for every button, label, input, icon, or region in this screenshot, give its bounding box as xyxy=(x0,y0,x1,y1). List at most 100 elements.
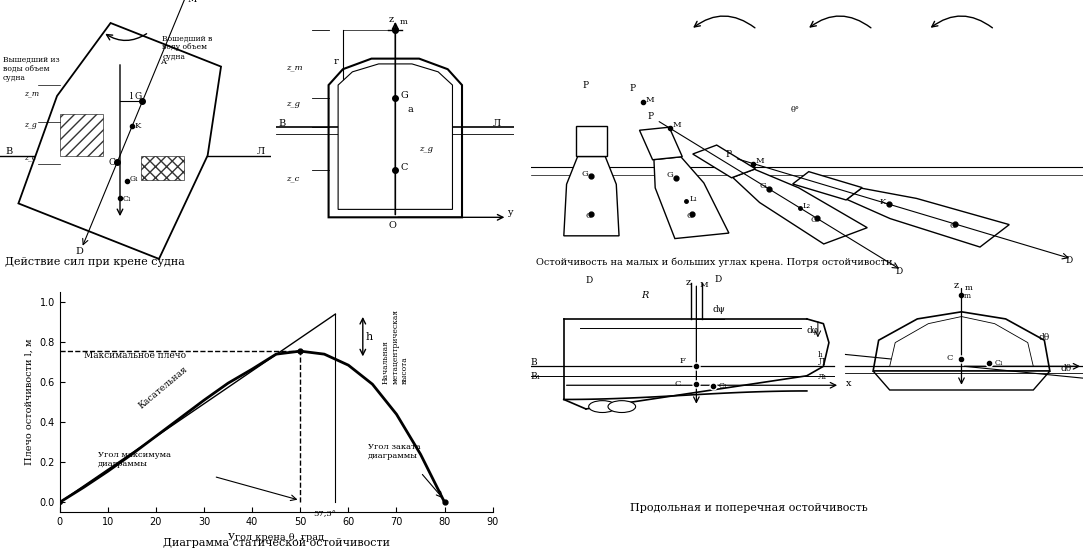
Text: C: C xyxy=(675,380,680,388)
Text: В: В xyxy=(531,358,537,367)
Text: Вышедший из
воды объем
судна: Вышедший из воды объем судна xyxy=(2,56,60,82)
Text: Угол заката
диаграммы: Угол заката диаграммы xyxy=(367,443,420,460)
Text: Диаграмма статической остойчивости: Диаграмма статической остойчивости xyxy=(162,538,390,548)
Text: Л: Л xyxy=(257,147,265,156)
Text: Угол максимума
диаграммы: Угол максимума диаграммы xyxy=(99,451,171,468)
Text: K: K xyxy=(135,122,142,131)
Text: r: r xyxy=(334,57,338,66)
Circle shape xyxy=(589,401,616,413)
Text: Л: Л xyxy=(493,119,501,128)
Text: M: M xyxy=(700,281,708,289)
Text: Касательная: Касательная xyxy=(136,364,188,410)
Text: z: z xyxy=(953,281,958,290)
Text: D: D xyxy=(585,277,592,285)
Text: z_g: z_g xyxy=(419,145,433,153)
Polygon shape xyxy=(18,23,221,259)
Text: M: M xyxy=(673,121,681,129)
Text: θ°: θ° xyxy=(791,106,799,114)
Text: Начальная
метацентрическая
высота: Начальная метацентрическая высота xyxy=(382,309,408,383)
Text: C₁: C₁ xyxy=(994,359,1003,367)
Text: z_c: z_c xyxy=(286,174,299,182)
Text: l: l xyxy=(130,91,133,100)
Text: m: m xyxy=(964,291,971,300)
Text: x: x xyxy=(846,380,851,388)
Circle shape xyxy=(608,401,636,413)
Text: dφ: dφ xyxy=(807,326,819,335)
Text: В₁: В₁ xyxy=(531,372,540,381)
Text: M: M xyxy=(756,156,765,165)
Text: M: M xyxy=(187,0,196,4)
Polygon shape xyxy=(732,169,867,244)
Text: L₂: L₂ xyxy=(803,202,810,210)
Text: C: C xyxy=(811,217,818,224)
Polygon shape xyxy=(564,156,619,236)
Text: dθ: dθ xyxy=(1039,333,1051,342)
Text: G: G xyxy=(582,170,588,177)
Text: В: В xyxy=(278,119,286,128)
Text: G: G xyxy=(134,91,142,100)
Text: Л: Л xyxy=(818,358,825,367)
Text: K: K xyxy=(879,197,886,206)
Polygon shape xyxy=(890,316,1033,366)
Text: P: P xyxy=(726,150,732,159)
X-axis label: Угол крена θ, град: Угол крена θ, град xyxy=(229,533,324,542)
Polygon shape xyxy=(338,64,453,209)
Polygon shape xyxy=(576,126,606,156)
Text: Л₁: Л₁ xyxy=(818,374,827,381)
Text: Действие сил при крене судна: Действие сил при крене судна xyxy=(5,257,185,267)
Text: C: C xyxy=(400,163,407,172)
Text: dθ: dθ xyxy=(1061,364,1072,373)
Text: P: P xyxy=(648,112,654,121)
Text: G: G xyxy=(400,91,408,100)
Polygon shape xyxy=(693,145,756,178)
Text: a: a xyxy=(407,105,413,114)
Text: C₁: C₁ xyxy=(122,195,131,203)
Text: P: P xyxy=(583,80,589,90)
Text: Остойчивость на малых и больших углах крена. Потря остойчивости.: Остойчивость на малых и больших углах кр… xyxy=(536,257,896,267)
Text: Максимальное плечо: Максимальное плечо xyxy=(83,351,186,360)
Text: l₁: l₁ xyxy=(818,351,824,359)
Text: C: C xyxy=(950,222,955,230)
Text: D: D xyxy=(715,276,721,284)
Text: G₁: G₁ xyxy=(130,175,139,183)
Text: z_c: z_c xyxy=(24,153,37,161)
Text: P: P xyxy=(629,84,636,93)
Text: z: z xyxy=(686,278,691,287)
Text: Вошедший в
воду объем
судна: Вошедший в воду объем судна xyxy=(162,34,213,61)
Text: A: A xyxy=(160,58,167,67)
Text: C: C xyxy=(109,158,116,167)
Text: В: В xyxy=(5,147,13,156)
Text: z: z xyxy=(388,14,393,24)
Text: z_g: z_g xyxy=(286,100,300,108)
Text: 57,3°: 57,3° xyxy=(313,510,336,518)
Y-axis label: Плечо остойчивости l, м: Плечо остойчивости l, м xyxy=(25,339,34,466)
Text: z_g: z_g xyxy=(24,121,37,129)
Text: dψ: dψ xyxy=(713,305,726,314)
Polygon shape xyxy=(328,58,462,217)
Text: z_m: z_m xyxy=(286,63,302,71)
Text: h: h xyxy=(365,332,373,342)
Polygon shape xyxy=(793,172,862,200)
Text: C: C xyxy=(947,354,953,363)
Polygon shape xyxy=(873,371,1049,390)
Text: M: M xyxy=(645,95,654,104)
Polygon shape xyxy=(639,127,682,160)
Text: D: D xyxy=(896,267,902,276)
Text: D: D xyxy=(75,247,82,256)
Text: R: R xyxy=(641,290,649,300)
Text: L₁: L₁ xyxy=(689,195,697,203)
Text: C: C xyxy=(586,212,591,220)
Text: y: y xyxy=(507,208,512,217)
Text: C: C xyxy=(687,212,693,220)
Text: G: G xyxy=(666,171,673,179)
Text: D: D xyxy=(1066,256,1073,265)
Polygon shape xyxy=(654,157,729,239)
Text: m: m xyxy=(964,284,973,293)
Text: m: m xyxy=(400,18,408,26)
Text: G: G xyxy=(759,182,766,190)
Polygon shape xyxy=(847,188,1009,247)
Text: F: F xyxy=(680,358,686,365)
Text: Продольная и поперечная остойчивость: Продольная и поперечная остойчивость xyxy=(630,503,867,513)
Text: O: O xyxy=(388,221,396,230)
Text: C₁: C₁ xyxy=(718,382,727,390)
